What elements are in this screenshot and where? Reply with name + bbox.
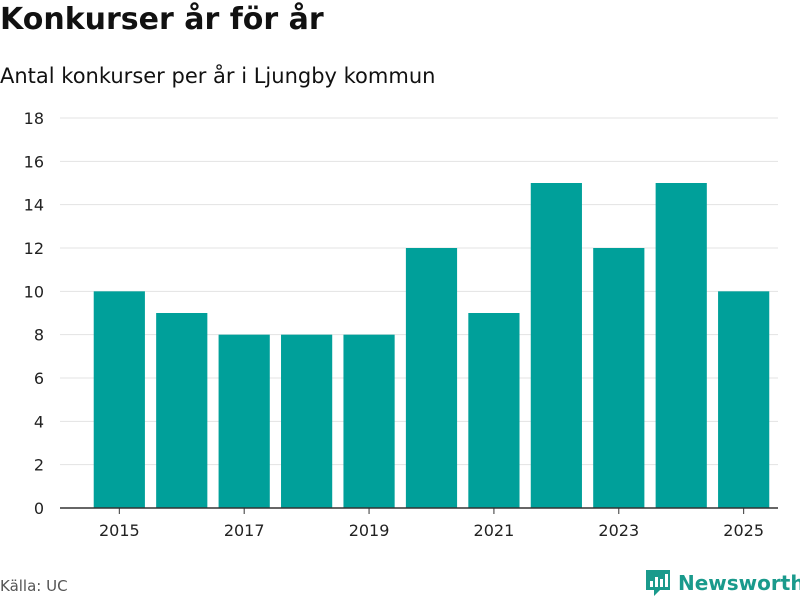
x-tick-label: 2021 — [474, 521, 515, 540]
y-tick-label: 2 — [34, 456, 44, 475]
y-tick-label: 8 — [34, 326, 44, 345]
y-tick-label: 12 — [24, 239, 44, 258]
x-tick-label: 2023 — [598, 521, 639, 540]
bar-2018 — [281, 334, 333, 508]
x-tick-label: 2025 — [723, 521, 764, 540]
bars — [93, 183, 770, 508]
bar-2024 — [655, 183, 707, 508]
bar-2021 — [468, 313, 520, 508]
y-tick-label: 4 — [34, 412, 44, 431]
bar-2015 — [93, 291, 145, 508]
x-tick-label: 2017 — [224, 521, 265, 540]
brand-name: Newsworthy — [678, 571, 800, 595]
y-tick-label: 16 — [24, 152, 44, 171]
brand: Newsworthy — [644, 568, 800, 598]
y-tick-label: 10 — [24, 282, 44, 301]
x-tick-label: 2015 — [99, 521, 140, 540]
chart-subtitle: Antal konkurser per år i Ljungby kommun — [0, 64, 436, 88]
y-axis-ticks: 0 2 4 6 8 10 12 14 16 18 — [24, 109, 44, 518]
y-tick-label: 0 — [34, 499, 44, 518]
bar-2019 — [343, 334, 395, 508]
x-tick-label: 2019 — [349, 521, 390, 540]
y-tick-label: 18 — [24, 109, 44, 128]
newsworthy-logo-icon — [646, 570, 670, 596]
y-tick-label: 14 — [24, 196, 44, 215]
bar-2022 — [530, 183, 582, 508]
bar-2017 — [218, 334, 270, 508]
x-axis-ticks: 2015 2017 2019 2021 2023 2025 — [99, 508, 764, 540]
bar-2025 — [718, 291, 770, 508]
bar-2016 — [156, 313, 208, 508]
source-note: Källa: UC — [0, 577, 68, 595]
bar-2023 — [593, 248, 645, 508]
bar-2020 — [405, 248, 458, 508]
chart-title: Konkurser år för år — [0, 2, 324, 37]
y-tick-label: 6 — [34, 369, 44, 388]
